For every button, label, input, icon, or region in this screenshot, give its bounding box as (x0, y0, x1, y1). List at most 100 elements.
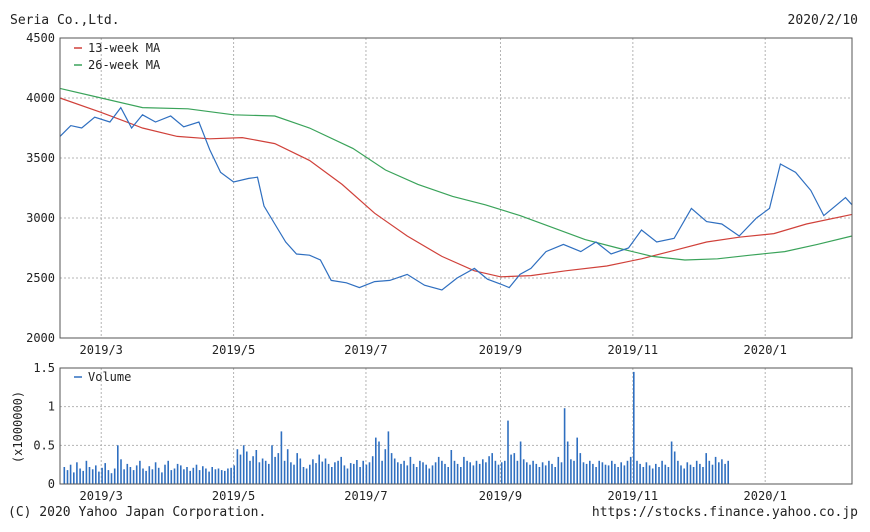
volume-bar (69, 464, 72, 484)
volume-bar (211, 467, 213, 484)
volume-bar (309, 464, 311, 484)
volume-bar (478, 463, 481, 484)
price-grid (60, 37, 852, 339)
y-tick-label: 2500 (26, 271, 55, 285)
volume-bar (271, 445, 273, 484)
volume-bar (645, 462, 648, 484)
volume-bar (538, 467, 541, 484)
volume-bar (494, 460, 497, 484)
y-tick-label: 4000 (26, 91, 55, 105)
volume-bar (268, 463, 270, 484)
volume-bar (485, 462, 487, 484)
volume-bar (595, 467, 597, 484)
volume-bar (519, 441, 522, 484)
volume-bars (63, 371, 729, 484)
volume-bar (403, 460, 405, 484)
volume-bar (692, 467, 695, 484)
volume-bar (224, 470, 226, 484)
volume-bar (705, 453, 707, 484)
volume-bar (371, 456, 374, 484)
volume-bar (290, 462, 292, 484)
volume-bar (447, 467, 449, 484)
volume-bar (73, 472, 75, 484)
volume-bar (327, 463, 330, 484)
volume-bar (670, 441, 673, 484)
volume-bar (258, 462, 261, 484)
x-tick-label: 2019/7 (344, 489, 387, 503)
volume-bar (164, 464, 166, 484)
volume-bar (113, 468, 116, 484)
volume-bar (261, 458, 264, 484)
volume-bar (500, 462, 503, 484)
volume-bar (548, 460, 550, 484)
volume-bar (450, 450, 453, 484)
volume-bar (120, 459, 122, 484)
volume-bar (557, 456, 560, 484)
volume-bar (664, 464, 667, 484)
volume-bar (419, 460, 421, 484)
volume-bar (331, 467, 333, 484)
volume-bar (604, 464, 607, 484)
volume-bar (293, 464, 295, 484)
volume-bar (699, 463, 701, 484)
source-link[interactable]: https://stocks.finance.yahoo.co.jp (591, 505, 858, 520)
volume-bar (393, 458, 396, 484)
volume-bar (129, 467, 132, 484)
volume-bar (721, 459, 723, 484)
x-tick-label: 2019/11 (608, 489, 659, 503)
volume-bar (573, 460, 575, 484)
volume-y-axis-label: (x1000000) (11, 391, 25, 463)
volume-bar (428, 468, 431, 484)
series-line-26-week-ma (59, 87, 853, 261)
volume-bar (315, 463, 317, 484)
volume-bar (337, 460, 339, 484)
company-name: Seria Co.,Ltd. (10, 13, 120, 28)
volume-bar (617, 467, 619, 484)
volume-bar (475, 460, 478, 484)
volume-bar (390, 453, 393, 484)
volume-bar (324, 458, 327, 484)
legend-label: 26-week MA (88, 58, 161, 72)
volume-bar (658, 467, 660, 484)
y-tick-label: 4500 (26, 31, 55, 45)
y-tick-label: 3500 (26, 151, 55, 165)
series-line-price (59, 106, 853, 291)
volume-bar (334, 462, 336, 484)
volume-bar (522, 459, 525, 484)
volume-bar (76, 462, 78, 484)
x-tick-label: 2019/9 (479, 343, 522, 357)
volume-bar (148, 466, 151, 484)
volume-bar (529, 464, 531, 484)
volume-bar (472, 465, 475, 484)
volume-bar (186, 467, 188, 484)
volume-bar (280, 431, 283, 484)
volume-bar (551, 463, 553, 484)
volume-bar (362, 460, 364, 484)
volume-bar (321, 461, 324, 484)
volume-bar (491, 453, 493, 484)
volume-bar (409, 456, 412, 484)
volume-bar (365, 464, 368, 484)
volume-bar (592, 463, 594, 484)
volume-bar (91, 469, 94, 484)
volume-bar (227, 468, 229, 484)
volume-bar (655, 463, 657, 484)
volume-bar (727, 460, 729, 484)
volume-bar (349, 463, 352, 484)
price-series (59, 87, 853, 291)
volume-bar (217, 468, 220, 484)
volume-bar (110, 473, 113, 484)
volume-bar (368, 462, 371, 484)
price-legend: 13-week MA 26-week MA (74, 41, 161, 72)
x-tick-label: 2019/5 (212, 343, 255, 357)
volume-bar (142, 468, 144, 484)
volume-bar (711, 464, 714, 484)
volume-bar (318, 454, 320, 484)
volume-bar (677, 460, 679, 484)
volume-bar (340, 456, 342, 484)
volume-bar (686, 462, 689, 484)
volume-bar (441, 460, 443, 484)
volume-legend: Volume (74, 370, 131, 384)
volume-bar (299, 458, 302, 484)
volume-bar (636, 460, 638, 484)
